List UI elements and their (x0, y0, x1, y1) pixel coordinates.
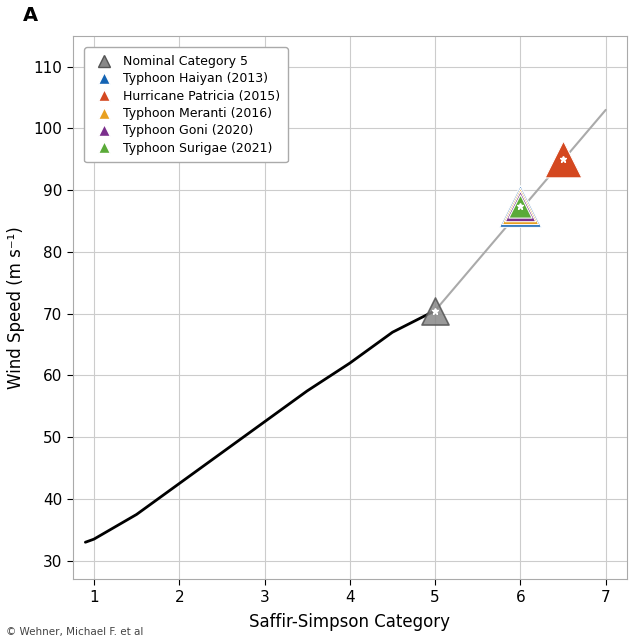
Point (515, 200, 526, 211)
X-axis label: Saffir-Simpson Category: Saffir-Simpson Category (249, 613, 450, 631)
Point (515, 200, 526, 211)
Text: A: A (23, 6, 38, 25)
Point (430, 306, 440, 316)
Point (515, 200, 526, 211)
Y-axis label: Wind Speed (m s⁻¹): Wind Speed (m s⁻¹) (7, 226, 25, 389)
Text: © Wehner, Michael F. et al: © Wehner, Michael F. et al (6, 627, 144, 637)
Point (515, 200, 526, 211)
Legend: Nominal Category 5, Typhoon Haiyan (2013), Hurricane Patricia (2015), Typhoon Me: Nominal Category 5, Typhoon Haiyan (2013… (84, 47, 288, 162)
Point (558, 154, 568, 165)
